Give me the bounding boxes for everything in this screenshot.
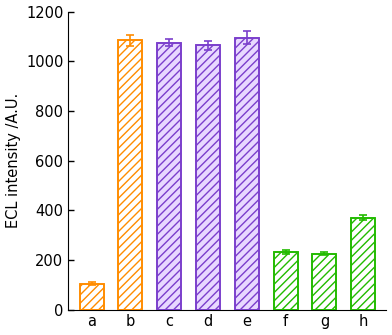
Bar [351,218,375,310]
Bar [351,218,375,310]
Bar [196,45,220,310]
Bar [235,38,259,310]
Bar [157,43,181,310]
Bar [274,253,298,310]
Bar [312,254,336,310]
Bar [274,253,298,310]
Bar [312,254,336,310]
Bar [235,38,259,310]
Bar [118,40,142,310]
Y-axis label: ECL intensity /A.U.: ECL intensity /A.U. [5,93,20,228]
Bar [196,45,220,310]
Bar [157,43,181,310]
Bar [118,40,142,310]
Bar [80,283,103,310]
Bar [80,283,103,310]
